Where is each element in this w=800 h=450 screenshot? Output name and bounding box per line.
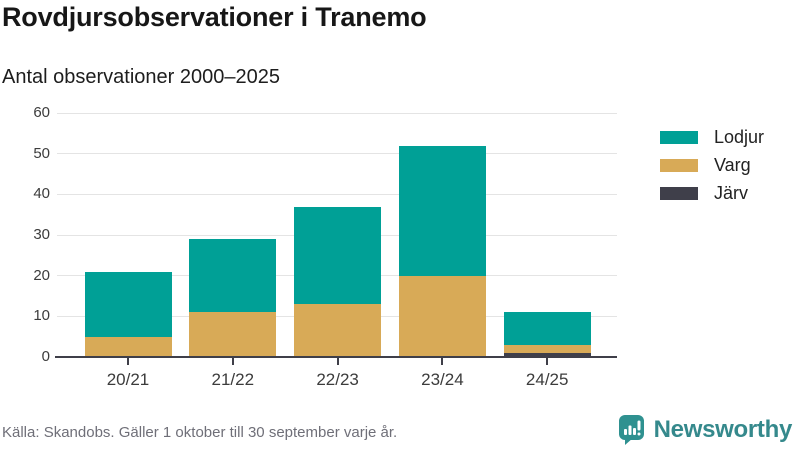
- source-note: Källa: Skandobs. Gäller 1 oktober till 3…: [2, 424, 398, 441]
- y-tick-label: 40: [33, 185, 50, 203]
- legend-label: Lodjur: [714, 127, 765, 147]
- y-tick-label: 50: [33, 144, 50, 162]
- legend-item-varg: Varg: [660, 155, 764, 175]
- y-tick-label: 60: [33, 104, 50, 121]
- x-tick-label: 24/25: [525, 370, 569, 389]
- chart-title: Rovdjursobservationer i Tranemo: [2, 2, 427, 32]
- bar-segment-varg: [189, 312, 277, 357]
- legend-label: Järv: [714, 183, 749, 203]
- legend-item-järv: Järv: [660, 183, 764, 203]
- x-axis-tick: [441, 358, 444, 365]
- x-tick-label: 21/22: [211, 370, 255, 389]
- x-axis-tick: [127, 358, 129, 365]
- bar-21-22: [189, 239, 277, 357]
- x-tick-label: 20/21: [106, 370, 150, 389]
- gridline: [57, 112, 617, 114]
- x-axis-tick: [231, 358, 234, 365]
- y-tick-label: 10: [33, 307, 50, 325]
- legend-item-lodjur: Lodjur: [660, 127, 765, 147]
- bar-24-25: [503, 312, 591, 357]
- y-tick-label: 0: [41, 348, 50, 365]
- bar-segment-lodjur: [398, 145, 486, 276]
- y-tick-label: 30: [33, 226, 50, 243]
- y-tick-label: 20: [33, 266, 50, 284]
- gridline: [57, 153, 617, 155]
- bar-segment-järv: [503, 352, 591, 357]
- bar-segment-varg: [503, 344, 591, 353]
- bar-23-24: [398, 145, 486, 357]
- bar-segment-varg: [84, 336, 172, 357]
- legend-swatch: [660, 187, 698, 200]
- bar-22-23: [294, 206, 382, 357]
- x-axis-tick: [546, 358, 549, 365]
- bar-segment-lodjur: [189, 239, 277, 313]
- x-tick-label: 23/24: [421, 370, 464, 389]
- bar-20-21: [84, 271, 172, 357]
- newsworthy-bar-chart-speech-bubble-icon: [618, 415, 644, 445]
- bar-segment-lodjur: [84, 271, 172, 337]
- newsworthy-logo: Newsworthy: [618, 414, 792, 445]
- bar-segment-lodjur: [503, 312, 591, 345]
- bar-segment-lodjur: [294, 206, 382, 305]
- gridline: [57, 193, 617, 195]
- bar-segment-varg: [294, 304, 382, 357]
- legend: Lodjur Varg Järv: [660, 127, 765, 203]
- x-tick-label: 22/23: [316, 370, 359, 389]
- newsworthy-wordmark: Newsworthy: [653, 415, 793, 443]
- x-axis-tick: [336, 358, 339, 365]
- legend-label: Varg: [714, 155, 751, 175]
- legend-swatch: [660, 131, 698, 144]
- plot-area: 0 10 20 30 40 50 60 20/21 21/22 22/23 23/24 24/25: [33, 104, 617, 389]
- bar-segment-varg: [398, 275, 486, 357]
- x-axis-line: [55, 356, 617, 358]
- chart-subtitle: Antal observationer 2000–2025: [2, 66, 280, 88]
- legend-swatch: [660, 159, 698, 172]
